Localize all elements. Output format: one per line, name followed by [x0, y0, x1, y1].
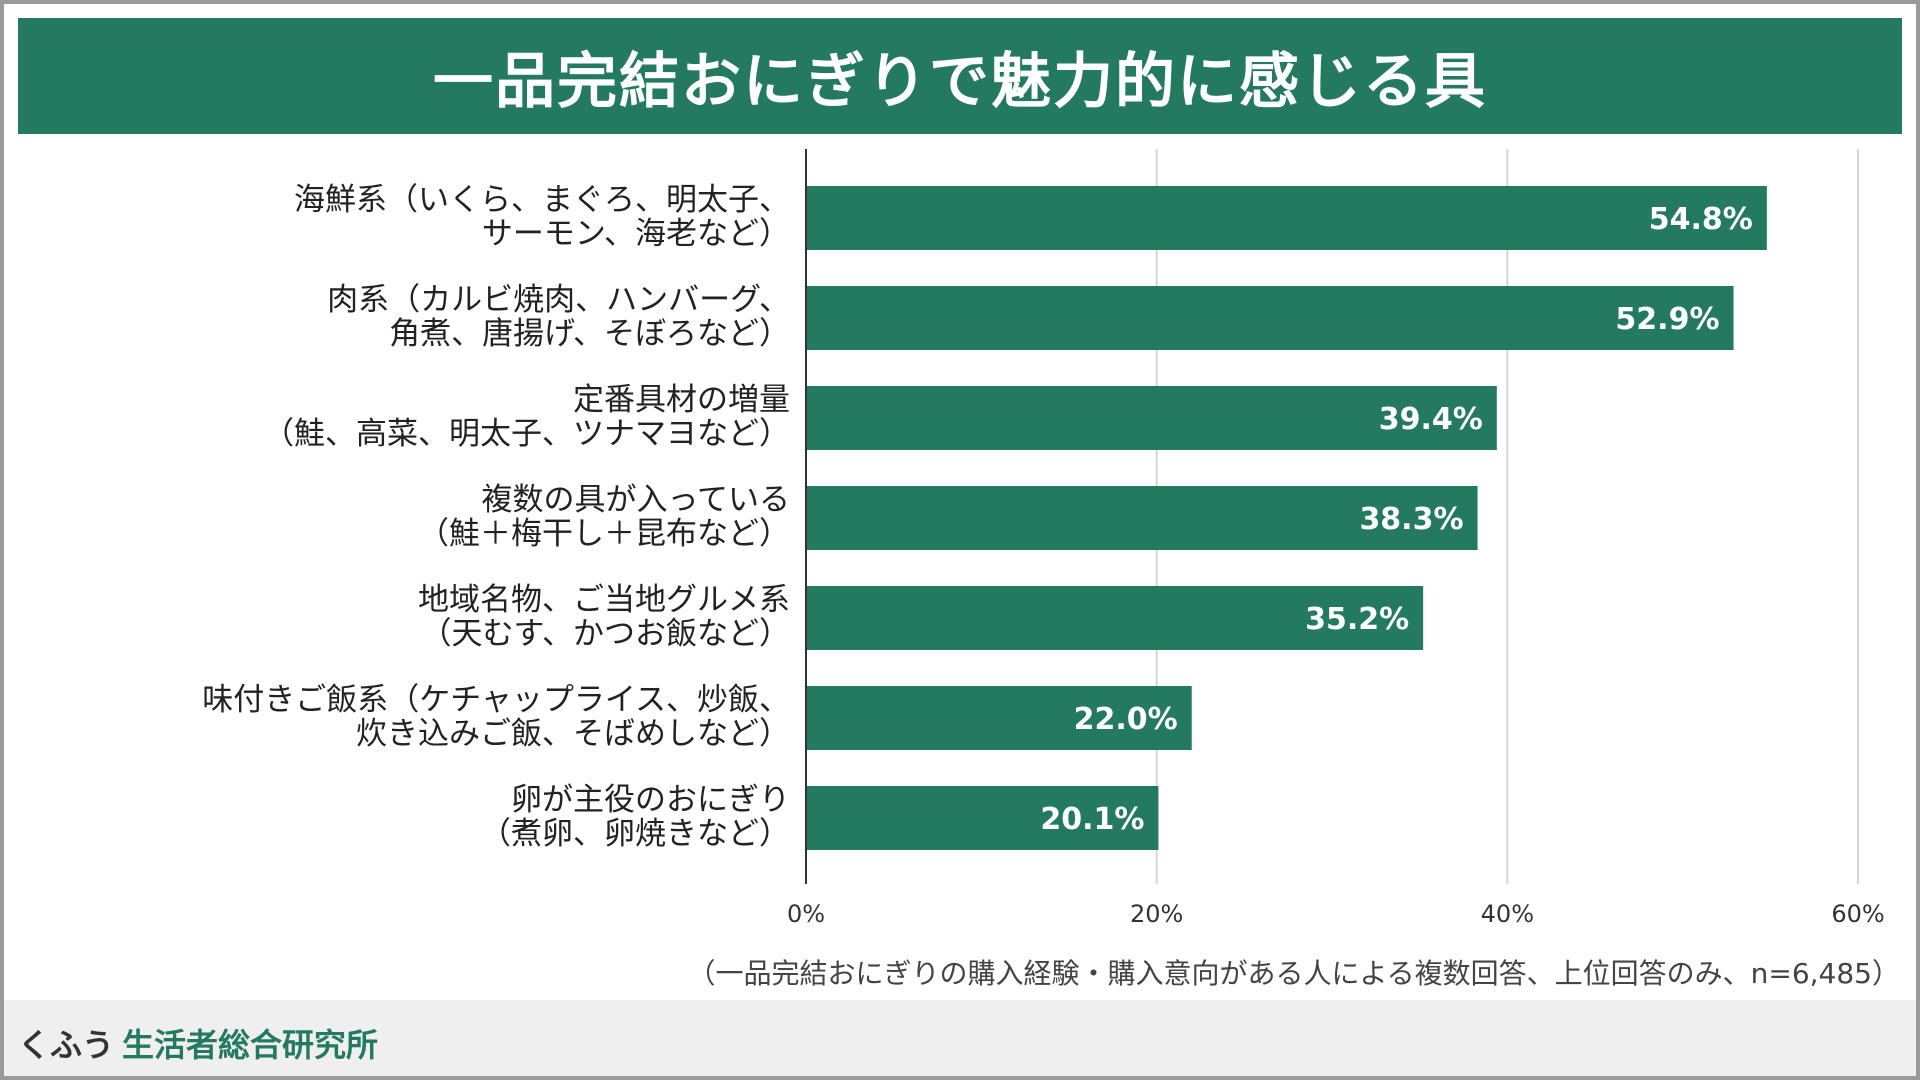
title-banner: 一品完結おにぎりで魅力的に感じる具	[18, 18, 1902, 134]
value-label-0: 54.8%	[1649, 202, 1753, 237]
value-label-6: 20.1%	[1040, 802, 1144, 837]
category-label-2-line-0: 定番具材の増量	[573, 382, 790, 418]
brand-logo: くふう 生活者総合研究所	[18, 1020, 378, 1066]
category-label-6-line-0: 卵が主役のおにぎり	[511, 782, 790, 818]
value-label-3: 38.3%	[1359, 502, 1463, 537]
category-label-5-line-0: 味付きご飯系（ケチャップライス、炒飯、	[202, 682, 790, 718]
value-label-1: 52.9%	[1615, 302, 1719, 337]
category-label-0-line-0: 海鮮系（いくら、まぐろ、明太子、	[294, 182, 790, 218]
category-label-2: 定番具材の増量（鮭、高菜、明太子、ツナマヨなど）	[263, 382, 790, 452]
bar-0	[806, 186, 1767, 250]
brand-name-part1: くふう	[18, 1026, 115, 1064]
category-label-6-line-1: （煮卵、卵焼きなど）	[480, 816, 790, 852]
value-label-2: 39.4%	[1379, 402, 1483, 437]
value-label-4: 35.2%	[1305, 602, 1409, 637]
category-label-0: 海鮮系（いくら、まぐろ、明太子、サーモン、海老など）	[294, 182, 790, 252]
survey-note: （一品完結おにぎりの購入経験・購入意向がある人による複数回答、上位回答のみ、n=…	[687, 957, 1900, 990]
category-label-1-line-1: 角煮、唐揚げ、そぼろなど）	[389, 316, 790, 352]
category-label-3-line-1: （鮭＋梅干し＋昆布など）	[418, 516, 790, 552]
category-label-4: 地域名物、ご当地グルメ系（天むす、かつお飯など）	[418, 582, 790, 652]
x-tick-label-1: 20%	[1130, 900, 1183, 928]
x-tick-label-2: 40%	[1481, 900, 1534, 928]
category-label-4-line-0: 地域名物、ご当地グルメ系	[418, 582, 790, 618]
bar-chart: 54.8% 海鮮系（いくら、まぐろ、明太子、サーモン、海老など） 52.9% 肉系（カ…	[202, 149, 1885, 928]
x-tick-label-3: 60%	[1831, 900, 1884, 928]
bar-5	[806, 686, 1192, 750]
category-label-1-line-0: 肉系（カルビ焼肉、ハンバーグ、	[327, 282, 790, 318]
category-label-5: 味付きご飯系（ケチャップライス、炒飯、炊き込みご飯、そばめしなど）	[202, 682, 790, 752]
category-label-0-line-1: サーモン、海老など）	[482, 216, 790, 252]
bar-6	[806, 786, 1159, 850]
bar-4	[806, 586, 1424, 650]
chart-title: 一品完結おにぎりで魅力的に感じる具	[433, 46, 1487, 117]
category-label-5-line-1: 炊き込みご飯、そばめしなど）	[356, 716, 790, 752]
category-label-3-line-0: 複数の具が入っている	[482, 482, 790, 518]
bar-3	[806, 486, 1478, 550]
bar-2	[806, 386, 1497, 450]
x-tick-label-0: 0%	[787, 900, 825, 928]
category-label-2-line-1: （鮭、高菜、明太子、ツナマヨなど）	[263, 416, 790, 452]
category-label-4-line-1: （天むす、かつお飯など）	[420, 616, 790, 652]
bar-1	[806, 286, 1734, 350]
value-label-5: 22.0%	[1074, 702, 1178, 737]
category-label-6: 卵が主役のおにぎり（煮卵、卵焼きなど）	[480, 782, 790, 852]
footer: くふう 生活者総合研究所	[4, 1000, 1916, 1076]
brand-name-part2: 生活者総合研究所	[122, 1026, 379, 1064]
category-label-3: 複数の具が入っている（鮭＋梅干し＋昆布など）	[418, 482, 790, 552]
category-label-1: 肉系（カルビ焼肉、ハンバーグ、角煮、唐揚げ、そぼろなど）	[327, 282, 790, 352]
